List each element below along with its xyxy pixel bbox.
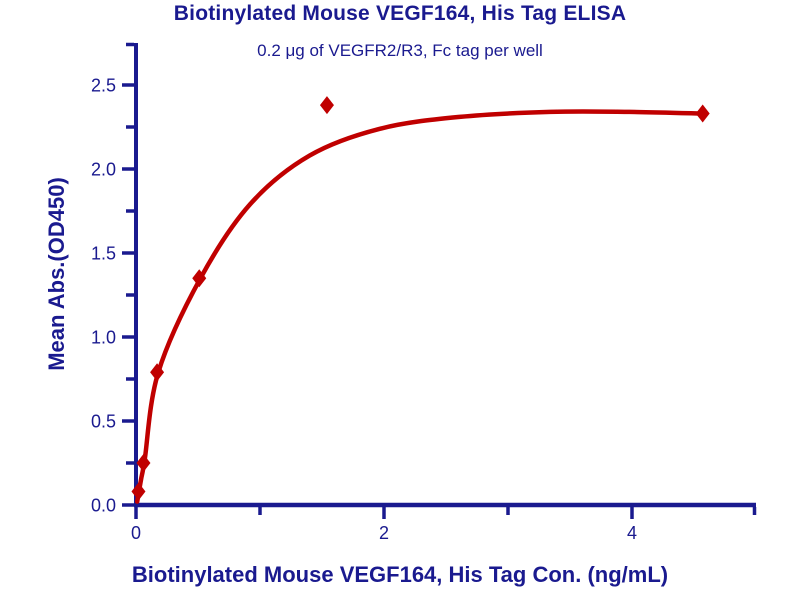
chart-subtitle: 0.2 μg of VEGFR2/R3, Fc tag per well xyxy=(257,41,543,60)
data-point-marker xyxy=(136,454,151,472)
y-axis-label: Mean Abs.(OD450) xyxy=(44,177,69,371)
x-axis-label: Biotinylated Mouse VEGF164, His Tag Con.… xyxy=(131,562,669,587)
x-tick-label: 2 xyxy=(379,523,389,543)
y-tick-label: 2.0 xyxy=(91,160,116,180)
y-tick-label: 2.5 xyxy=(91,76,116,96)
data-point-marker xyxy=(319,96,334,115)
y-tick-label: 0.5 xyxy=(91,412,116,432)
y-tick-label: 0.0 xyxy=(91,496,116,516)
data-point-marker xyxy=(695,104,710,123)
data-point-marker xyxy=(150,363,165,382)
x-tick-label: 0 xyxy=(131,523,141,543)
data-point-marker xyxy=(192,269,207,288)
y-tick-label: 1.0 xyxy=(91,328,116,348)
x-tick-label: 4 xyxy=(627,523,637,543)
chart-title: Biotinylated Mouse VEGF164, His Tag ELIS… xyxy=(173,2,627,25)
fit-curve-line xyxy=(134,109,705,504)
data-point-marker xyxy=(131,482,146,501)
y-tick-label: 1.5 xyxy=(91,244,116,264)
